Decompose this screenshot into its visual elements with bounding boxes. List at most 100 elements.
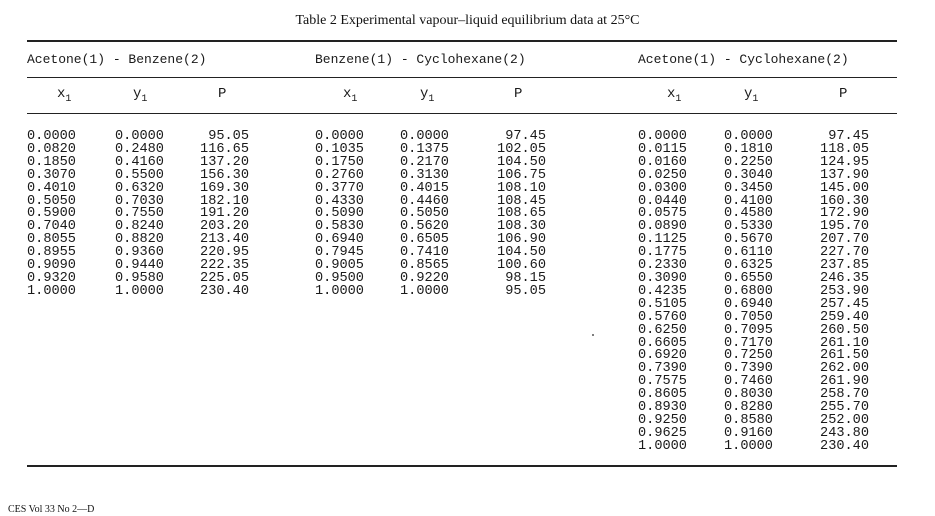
table-cell: 104.50 bbox=[497, 154, 546, 170]
table-cell: 0.0000 bbox=[638, 129, 687, 144]
table-cell: 118.05 bbox=[820, 141, 869, 157]
data-column-x1: 0.0000 0.1035 0.1750 0.2760 0.3770 0.4330 0.50… bbox=[315, 129, 364, 299]
top-rule bbox=[27, 40, 897, 42]
table-cell: 95.05 bbox=[208, 129, 249, 144]
table-cell: 0.7945 bbox=[315, 245, 364, 261]
table-cell: 0.0250 bbox=[638, 167, 687, 183]
table-cell: 195.70 bbox=[820, 219, 869, 235]
table-cell: 0.3130 bbox=[400, 167, 449, 183]
bottom-rule bbox=[27, 465, 897, 467]
table-cell: 220.95 bbox=[200, 245, 249, 261]
col-header-x1: x1 bbox=[57, 86, 72, 105]
table-cell: 255.70 bbox=[820, 400, 869, 416]
table-cell: 0.0000 bbox=[27, 129, 76, 144]
table-cell: 0.7040 bbox=[27, 219, 76, 235]
data-column-x1: 0.0000 0.0115 0.0160 0.0250 0.0300 0.0440 0.05… bbox=[638, 129, 687, 454]
table-cell: 0.5330 bbox=[724, 219, 773, 235]
table-cell: 0.7390 bbox=[724, 361, 773, 377]
table-cell: 156.30 bbox=[200, 167, 249, 183]
table-cell: 0.9440 bbox=[115, 258, 164, 274]
table-cell: 246.35 bbox=[820, 270, 869, 286]
table-cell: 1.0000 bbox=[638, 438, 687, 454]
table-cell: 0.0575 bbox=[638, 206, 687, 222]
table-cell: 0.1750 bbox=[315, 154, 364, 170]
table-cell: 137.90 bbox=[820, 167, 869, 183]
table-cell: 0.4330 bbox=[315, 193, 364, 209]
table-cell: 108.65 bbox=[497, 206, 546, 222]
table-cell: 0.4580 bbox=[724, 206, 773, 222]
table-cell: 0.9220 bbox=[400, 270, 449, 286]
data-column-p: 97.45 102.05 104.50 106.75 108.10 108.45 108.6… bbox=[484, 130, 546, 299]
table-cell: 0.5620 bbox=[400, 219, 449, 235]
table-cell: 227.70 bbox=[820, 245, 869, 261]
table-cell: 0.8280 bbox=[724, 400, 773, 416]
table-cell: 0.7095 bbox=[724, 322, 773, 338]
table-cell: 97.45 bbox=[828, 129, 869, 144]
table-cell: 243.80 bbox=[820, 425, 869, 441]
table-cell: 0.6920 bbox=[638, 348, 687, 364]
table-cell: 0.3070 bbox=[27, 167, 76, 183]
print-speck bbox=[592, 334, 594, 336]
table-cell: 0.5050 bbox=[400, 206, 449, 222]
table-caption: Table 2 Experimental vapour–liquid equil… bbox=[295, 13, 640, 28]
table-cell: 258.70 bbox=[820, 387, 869, 403]
table-cell: 1.0000 bbox=[400, 283, 449, 299]
table-cell: 0.8565 bbox=[400, 258, 449, 274]
table-cell: 0.5830 bbox=[315, 219, 364, 235]
data-column-p: 97.45 118.05 124.95 137.90 145.00 160.30 172.9… bbox=[806, 129, 869, 454]
table-cell: 261.90 bbox=[820, 374, 869, 390]
table-cell: 0.3770 bbox=[315, 180, 364, 196]
data-column-y1: 0.0000 0.1810 0.2250 0.3040 0.3450 0.4100 0.45… bbox=[724, 130, 773, 454]
table-cell: 0.4235 bbox=[638, 283, 687, 299]
table-cell: 104.50 bbox=[497, 245, 546, 261]
table-cell: 0.7390 bbox=[638, 361, 687, 377]
table-cell: 0.7550 bbox=[115, 206, 164, 222]
table-cell: 0.9625 bbox=[638, 425, 687, 441]
table-cell: 0.6800 bbox=[724, 283, 773, 299]
table-cell: 0.9250 bbox=[638, 412, 687, 428]
table-cell: 0.0820 bbox=[27, 141, 76, 157]
table-cell: 222.35 bbox=[200, 258, 249, 274]
table-cell: 0.5500 bbox=[115, 167, 164, 183]
table-cell: 207.70 bbox=[820, 232, 869, 248]
table-cell: 108.30 bbox=[497, 219, 546, 235]
table-cell: 124.95 bbox=[820, 154, 869, 170]
system-header-acetone-benzene: Acetone(1) - Benzene(2) bbox=[27, 52, 207, 67]
table-cell: 0.2760 bbox=[315, 167, 364, 183]
table-cell: 230.40 bbox=[200, 283, 249, 299]
table-cell: 116.65 bbox=[200, 141, 249, 157]
table-cell: 0.5050 bbox=[27, 193, 76, 209]
table-cell: 0.7460 bbox=[724, 374, 773, 390]
table-cell: 0.0000 bbox=[115, 129, 164, 144]
table-cell: 0.8820 bbox=[115, 232, 164, 248]
table-cell: 0.9320 bbox=[27, 270, 76, 286]
table-cell: 0.5760 bbox=[638, 309, 687, 325]
table-cell: 0.4015 bbox=[400, 180, 449, 196]
table-cell: 0.5900 bbox=[27, 206, 76, 222]
table-cell: 137.20 bbox=[200, 154, 249, 170]
table-cell: 191.20 bbox=[200, 206, 249, 222]
table-cell: 213.40 bbox=[200, 232, 249, 248]
table-cell: 0.7410 bbox=[400, 245, 449, 261]
table-cell: 0.8030 bbox=[724, 387, 773, 403]
col-header-x1: x1 bbox=[667, 86, 682, 105]
table-cell: 0.5090 bbox=[315, 206, 364, 222]
table-cell: 0.4160 bbox=[115, 154, 164, 170]
table-cell: 145.00 bbox=[820, 180, 869, 196]
table-cell: 1.0000 bbox=[27, 283, 76, 299]
table-cell: 0.9005 bbox=[315, 258, 364, 274]
table-cell: 95.05 bbox=[505, 283, 546, 299]
table-cell: 106.90 bbox=[497, 232, 546, 248]
table-cell: 257.45 bbox=[820, 296, 869, 312]
table-cell: 169.30 bbox=[200, 180, 249, 196]
table-cell: 0.0000 bbox=[315, 129, 364, 144]
table-cell: 0.1125 bbox=[638, 232, 687, 248]
table-cell: 259.40 bbox=[820, 309, 869, 325]
table-cell: 0.8580 bbox=[724, 412, 773, 428]
table-cell: 98.15 bbox=[505, 270, 546, 286]
table-cell: 0.0440 bbox=[638, 193, 687, 209]
table-cell: 0.6550 bbox=[724, 270, 773, 286]
table-cell: 0.6320 bbox=[115, 180, 164, 196]
table-cell: 0.0000 bbox=[400, 129, 449, 144]
table-cell: 253.90 bbox=[820, 283, 869, 299]
